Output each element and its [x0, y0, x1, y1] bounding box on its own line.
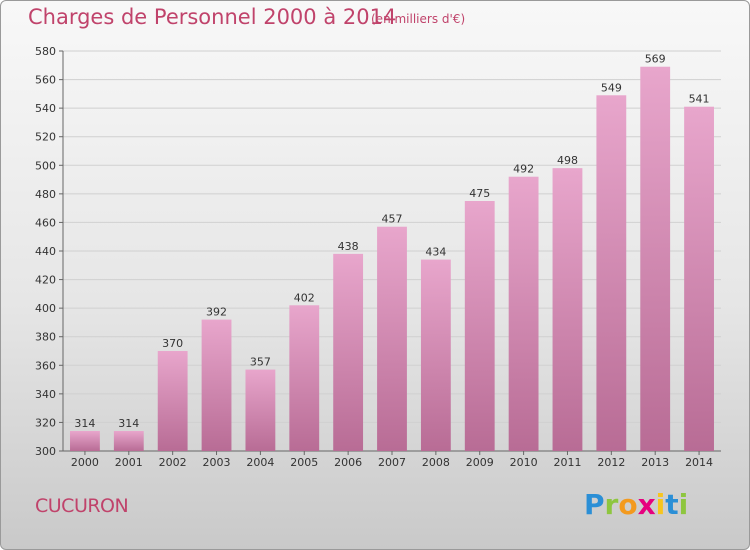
bar [70, 431, 100, 451]
y-tick-label: 380 [35, 331, 56, 344]
y-tick-label: 420 [35, 274, 56, 287]
x-tick-label: 2008 [422, 456, 450, 469]
city-name: CUCURON [35, 495, 129, 517]
x-tick-label: 2010 [510, 456, 538, 469]
x-tick-label: 2003 [203, 456, 231, 469]
data-label: 357 [250, 356, 271, 369]
bar [684, 106, 714, 451]
logo-letter: i [655, 488, 666, 521]
y-tick-label: 440 [35, 245, 56, 258]
bar [157, 351, 188, 451]
logo-letter: t [665, 488, 679, 521]
data-label: 314 [74, 417, 95, 430]
chart-subtitle: (en milliers d'€) [371, 12, 466, 26]
x-tick-label: 2002 [159, 456, 187, 469]
bar [420, 259, 451, 451]
bar [333, 253, 364, 451]
data-label: 569 [645, 53, 666, 66]
logo-letter: o [618, 488, 638, 521]
x-tick-label: 2006 [334, 456, 362, 469]
x-tick-label: 2009 [466, 456, 494, 469]
x-tick-label: 2011 [553, 456, 581, 469]
x-tick-label: 2007 [378, 456, 406, 469]
data-label: 438 [338, 240, 359, 253]
y-tick-label: 520 [35, 131, 56, 144]
y-tick-label: 360 [35, 359, 56, 372]
data-label: 492 [513, 163, 534, 176]
data-label: 457 [382, 213, 403, 226]
x-tick-label: 2013 [641, 456, 669, 469]
y-tick-label: 320 [35, 416, 56, 429]
bar [377, 226, 407, 451]
y-tick-label: 400 [35, 302, 56, 315]
x-tick-label: 2004 [246, 456, 274, 469]
x-tick-label: 2001 [115, 456, 143, 469]
data-label: 541 [689, 93, 710, 106]
bar [640, 66, 671, 451]
x-tick-label: 2005 [290, 456, 318, 469]
logo-letter: r [604, 488, 619, 521]
bar [201, 319, 232, 451]
logo-letter: x [637, 488, 656, 521]
bar [289, 305, 320, 451]
y-tick-label: 580 [35, 45, 56, 58]
logo-letter: i [678, 488, 689, 521]
data-label: 498 [557, 154, 578, 167]
y-tick-label: 500 [35, 159, 56, 172]
proxiti-logo: Proxiti [584, 488, 688, 521]
data-label: 402 [294, 291, 315, 304]
bar [552, 168, 583, 451]
y-tick-label: 300 [35, 445, 56, 458]
data-label: 392 [206, 306, 227, 319]
bar [464, 201, 495, 451]
x-tick-label: 2012 [597, 456, 625, 469]
x-tick-label: 2014 [685, 456, 713, 469]
bar [596, 95, 627, 452]
y-tick-label: 340 [35, 388, 56, 401]
logo-letter: P [584, 488, 605, 521]
data-label: 314 [118, 417, 139, 430]
y-tick-label: 540 [35, 102, 56, 115]
data-label: 370 [162, 337, 183, 350]
chart-title: Charges de Personnel 2000 à 2014 [28, 5, 397, 29]
x-tick-label: 2000 [71, 456, 99, 469]
data-label: 434 [425, 246, 446, 259]
bar [508, 176, 539, 451]
data-label: 549 [601, 81, 622, 94]
bar [245, 369, 276, 451]
data-label: 475 [469, 187, 490, 200]
y-tick-label: 560 [35, 74, 56, 87]
bar [113, 431, 144, 451]
y-tick-label: 480 [35, 188, 56, 201]
y-tick-label: 460 [35, 216, 56, 229]
